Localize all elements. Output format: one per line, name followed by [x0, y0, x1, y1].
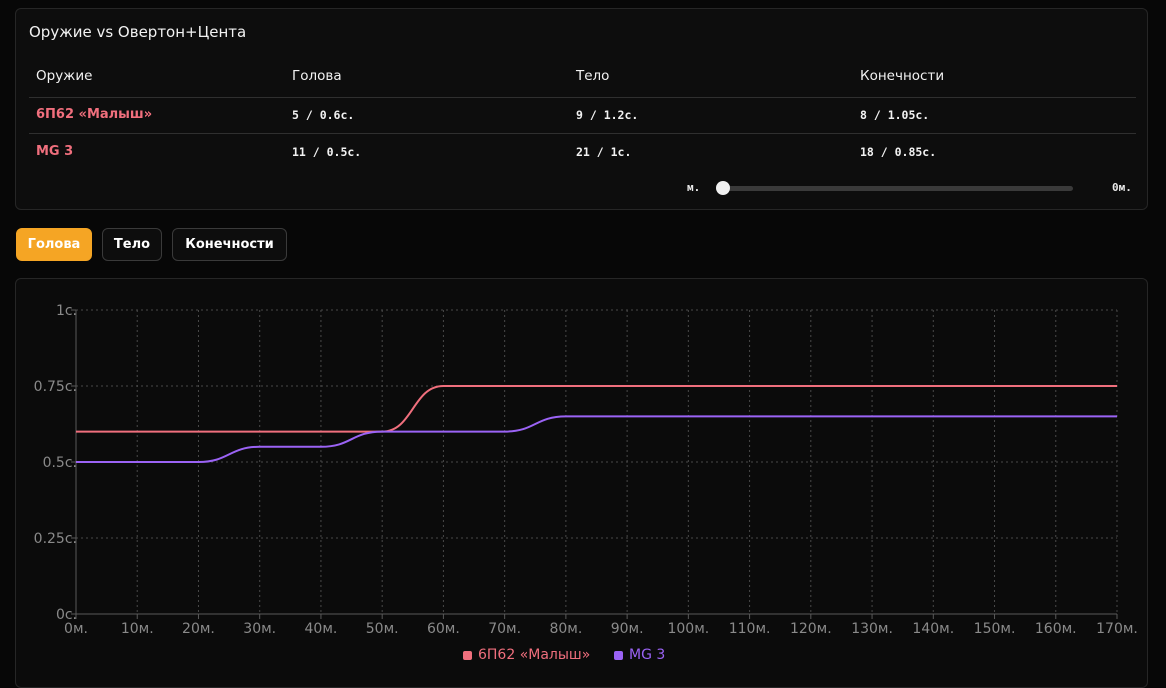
cell-head: 11 / 0.5с.: [292, 145, 362, 159]
y-tick-label: 0.5с.: [43, 455, 77, 471]
x-tick-label: 10м.: [121, 621, 154, 637]
x-tick-label: 50м.: [366, 621, 399, 637]
x-tick-label: 30м.: [243, 621, 276, 637]
x-tick-label: 80м.: [549, 621, 582, 637]
distance-slider-thumb[interactable]: [716, 181, 730, 195]
x-tick-label: 130м.: [851, 621, 893, 637]
legend-item-6p62[interactable]: 6П62 «Малыш»: [463, 647, 590, 663]
x-tick-label: 110м.: [729, 621, 771, 637]
cell-limbs: 8 / 1.05с.: [860, 108, 930, 122]
header-head: Голова: [292, 68, 342, 84]
cell-head: 5 / 0.6с.: [292, 108, 355, 122]
weapon-name-mg3[interactable]: MG 3: [36, 144, 74, 159]
legend-item-mg3[interactable]: MG 3: [614, 647, 665, 663]
comparison-card: Оружие vs Овертон+Цента Оружие Голова Те…: [15, 8, 1148, 210]
header-weapon: Оружие: [36, 68, 93, 84]
x-tick-label: 60м.: [427, 621, 460, 637]
series-line-6p62: [76, 385, 1117, 433]
comparison-title: Оружие vs Овертон+Цента: [29, 23, 247, 41]
legend-label: 6П62 «Малыш»: [478, 647, 591, 663]
y-tick-label: 0.25с.: [34, 531, 77, 547]
x-tick-label: 100м.: [667, 621, 709, 637]
cell-body: 9 / 1.2с.: [576, 108, 639, 122]
x-tick-label: 140м.: [912, 621, 954, 637]
cell-body: 21 / 1с.: [576, 145, 632, 159]
legend-swatch: [614, 650, 623, 660]
slider-min-label: м.: [687, 181, 701, 194]
y-tick-label: 1с.: [56, 303, 77, 319]
cell-limbs: 18 / 0.85с.: [860, 145, 937, 159]
y-tick-label: 0с.: [56, 607, 77, 623]
tab-head[interactable]: Голова: [16, 228, 92, 261]
series-line-mg3: [76, 415, 1117, 463]
x-tick-label: 20м.: [182, 621, 215, 637]
tab-limbs[interactable]: Конечности: [172, 228, 287, 261]
x-tick-label: 120м.: [790, 621, 832, 637]
y-tick-label: 0.75с.: [34, 379, 77, 395]
table-divider: [29, 133, 1136, 134]
x-tick-label: 150м.: [974, 621, 1016, 637]
distance-slider-track[interactable]: [723, 186, 1073, 191]
weapon-name-6p62[interactable]: 6П62 «Малыш»: [36, 107, 153, 122]
header-body: Тело: [576, 68, 610, 84]
tab-body[interactable]: Тело: [102, 228, 162, 261]
x-tick-label: 90м.: [611, 621, 644, 637]
chart-card: [15, 278, 1148, 688]
x-tick-label: 70м.: [488, 621, 521, 637]
x-tick-label: 40м.: [305, 621, 338, 637]
header-limbs: Конечности: [860, 68, 945, 84]
x-tick-label: 160м.: [1035, 621, 1077, 637]
table-divider: [29, 97, 1136, 98]
legend-label: MG 3: [629, 647, 666, 663]
legend-swatch: [463, 650, 472, 660]
x-tick-label: 170м.: [1096, 621, 1138, 637]
x-tick-label: 0м.: [64, 621, 88, 637]
slider-value-label: 0м.: [1112, 181, 1132, 194]
